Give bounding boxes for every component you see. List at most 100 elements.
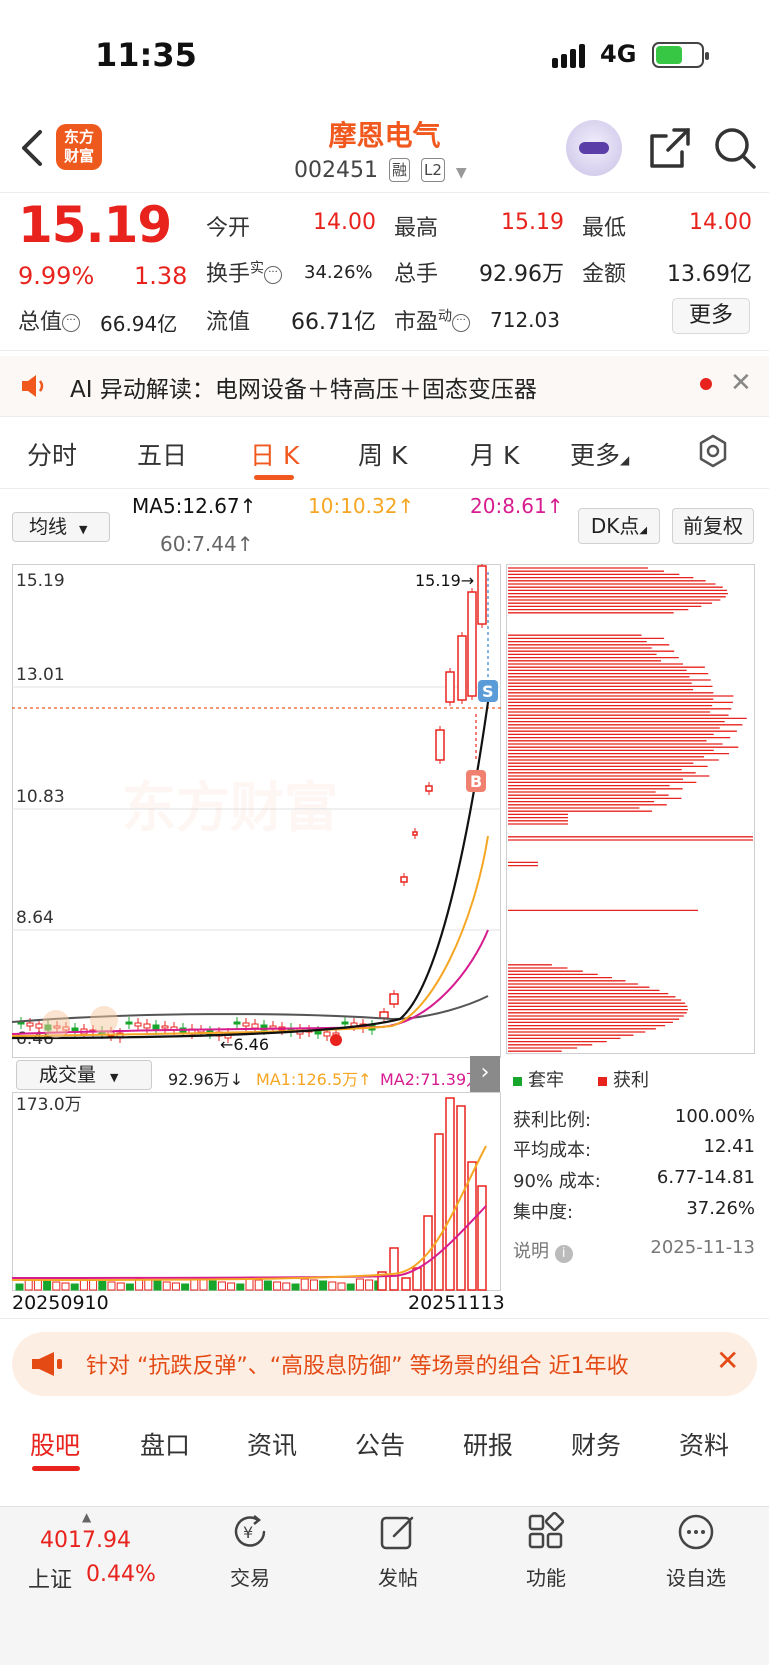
stock-code-row[interactable]: 002451 融 L2 ▼ (294, 158, 467, 183)
app-logo[interactable]: 东方财富 (56, 124, 102, 170)
tab-more-label: 更多 (570, 441, 621, 470)
avg-cost-value: 12.41 (703, 1136, 755, 1157)
nav-functions[interactable]: 功能 (526, 1566, 566, 1590)
index-value[interactable]: 4017.94 (40, 1528, 131, 1553)
dropdown-icon: ▼ (110, 1071, 119, 1084)
tab-financials[interactable]: 财务 (571, 1431, 622, 1460)
tab-monthly-k[interactable]: 月 K (470, 441, 520, 470)
volume-bar (445, 1097, 455, 1291)
info-icon: i (554, 1245, 573, 1263)
more-circle-icon[interactable] (676, 1512, 716, 1552)
volume-bar (401, 1277, 411, 1291)
volume-bar (217, 1281, 226, 1291)
volume-bar (236, 1283, 245, 1291)
tab-five-day[interactable]: 五日 (137, 441, 188, 470)
volume-bar (337, 1282, 346, 1291)
tab-daily-k[interactable]: 日 K (250, 441, 300, 470)
more-dots-icon: ··· (264, 266, 283, 284)
ma-select[interactable]: 均线 ▼ (12, 512, 110, 542)
tab-announcements[interactable]: 公告 (355, 1431, 406, 1460)
expand-arrow-button[interactable]: › (470, 1056, 500, 1092)
mktcap-label-text: 总值 (18, 310, 63, 335)
candle (314, 1030, 322, 1035)
low-label: 最低 (582, 216, 627, 241)
more-button[interactable]: 更多 (672, 298, 750, 334)
volume-bar (227, 1282, 236, 1291)
turnover-label[interactable]: 换手实 ··· (206, 256, 283, 288)
function-grid-icon[interactable] (526, 1512, 566, 1552)
tab-profile[interactable]: 资料 (679, 1431, 730, 1460)
level2-tag: L2 (421, 158, 445, 182)
gear-icon[interactable] (696, 434, 730, 468)
buy-marker[interactable]: B (466, 770, 486, 792)
ai-assistant-avatar[interactable] (566, 120, 622, 176)
volume-chart: 173.0万 (12, 1092, 501, 1291)
speaker-icon (22, 375, 44, 397)
volume-bar (98, 1280, 107, 1291)
adjust-button[interactable]: 前复权 (672, 508, 754, 544)
tab-intraday[interactable]: 分时 (27, 441, 78, 470)
pe-label[interactable]: 市盈动 ··· (394, 304, 471, 336)
search-icon[interactable] (713, 126, 757, 170)
share-icon[interactable] (648, 126, 692, 170)
close-icon[interactable]: ✕ (716, 1344, 740, 1377)
pe-sup: 动 (438, 308, 453, 325)
ai-insight-text[interactable]: AI 异动解读：电网设备＋特高压＋固态变压器 (70, 377, 537, 403)
dk-button[interactable]: DK点◢ (578, 508, 660, 544)
tab-research[interactable]: 研报 (463, 1431, 514, 1460)
high-label: 最高 (394, 216, 439, 241)
trade-icon[interactable]: ¥ (230, 1512, 270, 1552)
volume-bar (125, 1283, 134, 1291)
change-percent: 9.99% (18, 262, 95, 290)
promo-text[interactable]: 针对 “抗跌反弹”、“高股息防御” 等场景的组合 近1年收 (86, 1354, 629, 1379)
profit-ratio-label: 获利比例: (513, 1110, 592, 1131)
stock-code: 002451 (294, 158, 378, 183)
note-link[interactable]: 说明 i (513, 1237, 573, 1263)
logo-text: 东方财富 (63, 128, 94, 165)
tab-orderbook[interactable]: 盘口 (140, 1431, 191, 1460)
bottom-nav (0, 1506, 769, 1665)
turnover-sup: 实 (250, 260, 265, 277)
svg-text:¥: ¥ (243, 1523, 253, 1542)
y-label-4: 8.64 (16, 908, 54, 928)
tab-weekly-k[interactable]: 周 K (358, 441, 408, 470)
tab-forum[interactable]: 股吧 (30, 1431, 81, 1460)
kline-chart[interactable]: 东方财富 15.19 13.01 10.83 8.64 6.46 15.19→ … (12, 564, 502, 1058)
volume-bar (477, 1185, 487, 1291)
volume-select[interactable]: 成交量 ▼ (16, 1060, 152, 1090)
edit-icon[interactable] (378, 1512, 418, 1552)
nav-trade[interactable]: 交易 (230, 1566, 270, 1590)
candle (35, 1023, 43, 1029)
volume-bar (107, 1281, 116, 1291)
close-icon[interactable]: ✕ (730, 368, 752, 398)
sell-marker[interactable]: S (478, 680, 498, 702)
volume-bar (153, 1280, 162, 1291)
open-label: 今开 (206, 216, 251, 241)
legend-swatch-red (598, 1077, 607, 1086)
ma10-value: 10:10.32↑ (308, 494, 415, 518)
unread-dot (700, 378, 712, 390)
volume-bar (43, 1280, 52, 1291)
pe-value: 712.03 (490, 308, 560, 332)
index-percent[interactable]: 0.44% (86, 1562, 156, 1587)
promo-banner[interactable] (12, 1332, 757, 1396)
tab-more[interactable]: 更多◢ (570, 436, 629, 472)
float-label: 流值 (206, 310, 251, 335)
index-name[interactable]: 上证 (28, 1568, 73, 1593)
ma5-line (12, 701, 490, 1040)
svg-text:S: S (482, 682, 494, 701)
volume-bar (61, 1282, 70, 1291)
float-value: 66.71亿 (291, 310, 376, 335)
profit-ratio-value: 100.00% (674, 1106, 755, 1127)
volume-bar (300, 1278, 309, 1291)
chart-watermark: 东方财富 (122, 776, 338, 839)
nav-watchlist[interactable]: 设自选 (666, 1566, 726, 1590)
legend-swatch-green (513, 1077, 522, 1086)
nav-post[interactable]: 发帖 (378, 1566, 418, 1590)
volume-ma1-line (12, 1145, 487, 1281)
ai-insight-bar[interactable] (0, 356, 769, 416)
back-arrow-icon[interactable] (18, 128, 46, 168)
mktcap-label[interactable]: 总值 ··· (18, 304, 81, 336)
legend-trapped: 套牢 (513, 1066, 564, 1092)
tab-news[interactable]: 资讯 (247, 1431, 298, 1460)
